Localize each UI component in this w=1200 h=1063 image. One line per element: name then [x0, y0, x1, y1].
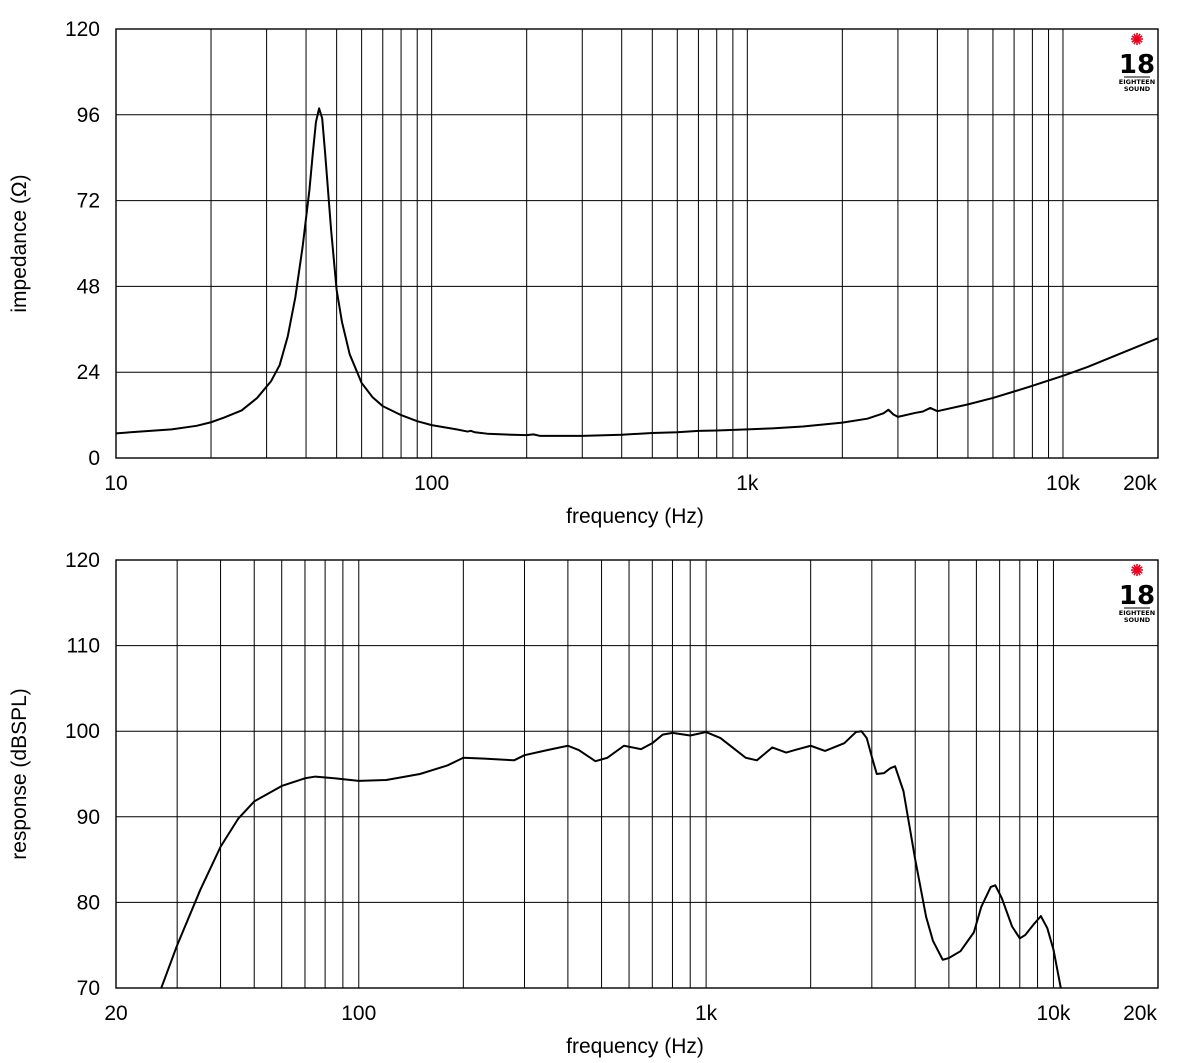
- x-tick-label: 20k: [1123, 472, 1157, 495]
- logo-star-ray: [1131, 566, 1143, 574]
- logo-star-icon: [1131, 33, 1143, 45]
- response-curve: [160, 730, 1062, 988]
- x-axis-label: frequency (Hz): [566, 1035, 704, 1058]
- grid: [116, 560, 1158, 988]
- x-tick-label: 100: [341, 1002, 376, 1025]
- x-tick-label: 1k: [695, 1002, 718, 1025]
- x-tick-label: 1k: [736, 472, 759, 495]
- y-tick-label: 70: [77, 977, 100, 1000]
- plot-frame: [115, 559, 1159, 989]
- x-axis-label: frequency (Hz): [566, 505, 704, 528]
- y-tick-label: 48: [77, 275, 100, 298]
- x-tick-label: 20k: [1123, 1002, 1157, 1025]
- x-tick-label: 10k: [1046, 472, 1080, 495]
- logo-star-icon: [1131, 564, 1143, 576]
- y-tick-label: 120: [65, 549, 100, 572]
- y-tick-label: 96: [77, 104, 100, 127]
- grid: [116, 29, 1158, 458]
- y-axis-label: impedance (Ω): [8, 174, 31, 312]
- logo-line2: SOUND: [1124, 85, 1151, 93]
- logo-number: 18: [1119, 581, 1155, 611]
- x-tick-label: 20: [104, 1002, 127, 1025]
- y-tick-label: 120: [65, 18, 100, 41]
- logo-star-ray: [1131, 35, 1143, 43]
- logo-line2: SOUND: [1124, 616, 1151, 624]
- x-tick-label: 100: [414, 472, 449, 495]
- y-tick-label: 24: [77, 361, 101, 384]
- x-tick-label: 10k: [1037, 1002, 1071, 1025]
- response-chart: 70 80 90 100 110 120 20 100 1k 10k 20k frequency (H…: [8, 549, 1159, 1058]
- plot-frame: [115, 28, 1159, 459]
- y-tick-label: 72: [77, 190, 100, 213]
- response-curve: [116, 107, 1158, 437]
- y-axis-label: response (dBSPL): [8, 688, 31, 860]
- y-tick-label: 80: [77, 891, 100, 914]
- logo-number: 18: [1119, 50, 1155, 80]
- x-tick-label: 10: [104, 472, 127, 495]
- logo-line1: EIGHTEEN: [1119, 609, 1155, 617]
- impedance-chart: 0 24 48 72 96 120 10 100 1k 10k 20k frequency (Hz) i…: [8, 18, 1159, 528]
- y-tick-label: 90: [77, 806, 100, 829]
- y-tick-label: 100: [65, 720, 100, 743]
- y-tick-label: 0: [88, 447, 100, 470]
- y-tick-label: 110: [67, 635, 100, 658]
- logo-line1: EIGHTEEN: [1119, 78, 1155, 86]
